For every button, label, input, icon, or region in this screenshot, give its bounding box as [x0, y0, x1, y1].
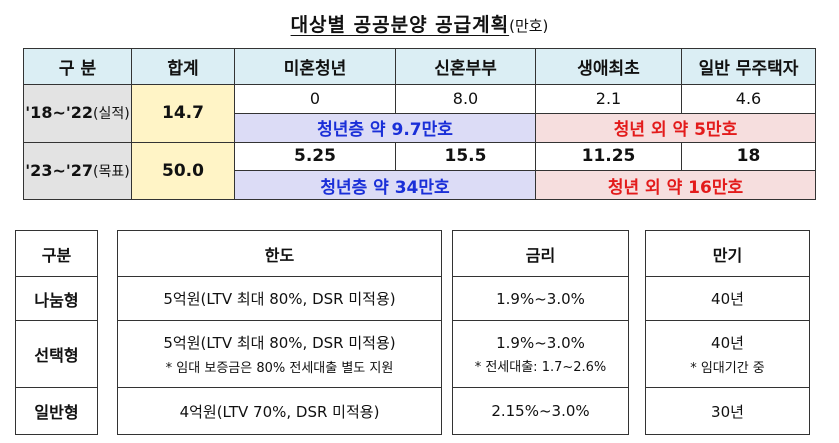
loan-type-cell: 선택형 — [16, 320, 97, 387]
loan-term-cell: 30년 — [646, 387, 809, 434]
loan-term-column: 만기 40년 40년 * 임대기간 중 30년 — [645, 230, 810, 435]
supply-summary-row-2023: 청년층 약 34만호 청년 외 약 16만호 — [24, 170, 816, 200]
loan-limit-cell: 5억원(LTV 최대 80%, DSR 미적용) — [118, 276, 441, 320]
loan-type-cell: 일반형 — [16, 387, 97, 434]
rate-text: 2.15%~3.0% — [491, 402, 590, 420]
value-cell: 18 — [681, 141, 816, 172]
loan-rate-cell: 1.9%~3.0% * 전세대출: 1.7~2.6% — [453, 320, 628, 387]
header-limit: 한도 — [118, 231, 441, 276]
page-title: 대상별 공공분양 공급계획(만호) — [0, 10, 839, 37]
row-label-2018: '18~'22(실적) — [23, 84, 132, 143]
value-cell: 5.25 — [234, 141, 396, 172]
supply-row-2018: '18~'22(실적) 14.7 0 8.0 2.1 4.6 — [23, 84, 816, 143]
row-label-2023: '23~'27(목표) — [23, 141, 132, 201]
loan-term-cell: 40년 — [646, 276, 809, 320]
limit-text: 5억원(LTV 최대 80%, DSR 미적용) — [163, 334, 396, 352]
value-cell: 15.5 — [395, 141, 536, 172]
value-cell: 0 — [234, 84, 396, 114]
header-category: 구 분 — [23, 47, 132, 86]
limit-text: 4억원(LTV 70%, DSR 미적용) — [179, 402, 380, 421]
header-first-time: 생애최초 — [535, 47, 682, 86]
rate-note: * 전세대출: 1.7~2.6% — [474, 359, 607, 375]
loan-rate-cell: 2.15%~3.0% — [453, 387, 628, 434]
row-total-2023: 50.0 — [131, 141, 235, 201]
term-text: 40년 — [711, 290, 744, 308]
loan-limit-cell: 4억원(LTV 70%, DSR 미적용) — [118, 387, 441, 434]
value-cell: 8.0 — [395, 84, 536, 114]
loan-conditions-table: 구분 나눔형 선택형 일반형 한도 5억원(LTV 최대 80%, DSR 미적… — [15, 230, 811, 435]
title-unit: (만호) — [509, 17, 549, 35]
term-text: 40년 — [711, 334, 744, 352]
rate-text: 1.9%~3.0% — [496, 289, 585, 308]
term-note: * 임대기간 중 — [690, 361, 765, 376]
loan-limit-cell: 5억원(LTV 최대 80%, DSR 미적용) * 임대 보증금은 80% 전… — [118, 320, 441, 387]
row-total-2018: 14.7 — [131, 84, 235, 143]
header-general-homeless: 일반 무주택자 — [681, 47, 816, 86]
loan-type-cell: 나눔형 — [16, 276, 97, 320]
supply-row-2023: '23~'27(목표) 50.0 5.25 15.5 11.25 18 — [23, 141, 816, 201]
nonyouth-summary-2023: 청년 외 약 16만호 — [535, 170, 816, 200]
value-cell: 11.25 — [535, 141, 682, 172]
limit-note: * 임대 보증금은 80% 전세대출 별도 지원 — [165, 361, 394, 376]
loan-limit-column: 한도 5억원(LTV 최대 80%, DSR 미적용) 5억원(LTV 최대 8… — [117, 230, 442, 435]
supply-header-row: 구 분 합계 미혼청년 신혼부부 생애최초 일반 무주택자 — [23, 47, 816, 86]
limit-text: 5억원(LTV 최대 80%, DSR 미적용) — [163, 290, 396, 308]
rate-text: 1.9%~3.0% — [496, 333, 585, 352]
loan-rate-column: 금리 1.9%~3.0% 1.9%~3.0% * 전세대출: 1.7~2.6% … — [452, 230, 629, 435]
value-cell: 4.6 — [681, 84, 816, 114]
loan-rate-cell: 1.9%~3.0% — [453, 276, 628, 320]
nonyouth-summary-2018: 청년 외 약 5만호 — [535, 112, 816, 143]
loan-term-cell: 40년 * 임대기간 중 — [646, 320, 809, 387]
header-single-youth: 미혼청년 — [234, 47, 396, 86]
term-text: 30년 — [711, 402, 744, 421]
header-type: 구분 — [16, 231, 97, 276]
youth-summary-2023: 청년층 약 34만호 — [234, 170, 536, 200]
header-term: 만기 — [646, 231, 809, 276]
youth-summary-2018: 청년층 약 9.7만호 — [234, 112, 536, 143]
header-rate: 금리 — [453, 231, 628, 276]
header-newlyweds: 신혼부부 — [395, 47, 536, 86]
supply-plan-table: 구 분 합계 미혼청년 신혼부부 생애최초 일반 무주택자 '18~'22(실적… — [23, 47, 816, 201]
loan-type-column: 구분 나눔형 선택형 일반형 — [15, 230, 98, 435]
title-main: 대상별 공공분양 공급계획 — [290, 14, 510, 36]
header-total: 합계 — [131, 47, 235, 86]
supply-summary-row-2018: 청년층 약 9.7만호 청년 외 약 5만호 — [24, 112, 816, 143]
value-cell: 2.1 — [535, 84, 682, 114]
